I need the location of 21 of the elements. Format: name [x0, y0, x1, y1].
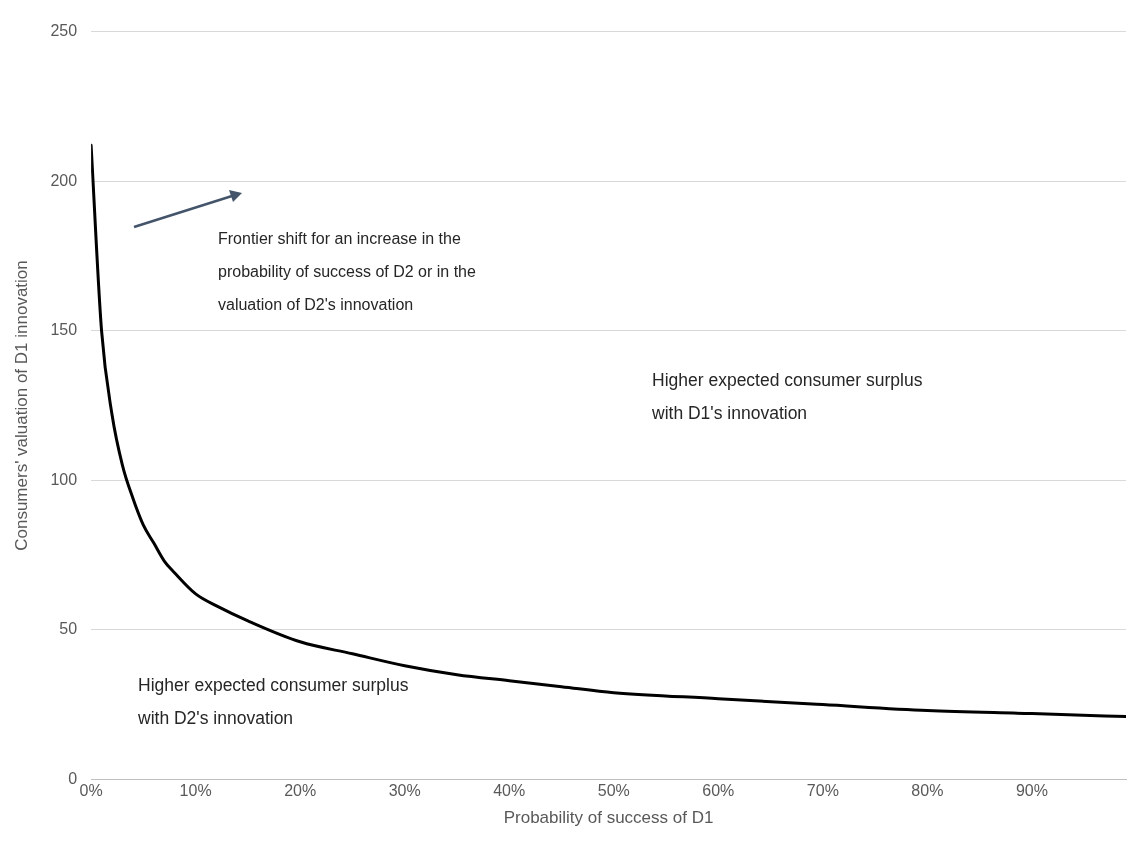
x-tick-label: 20% [284, 782, 317, 800]
x-tick-label: 70% [806, 782, 839, 800]
y-tick-label: 250 [50, 22, 78, 40]
y-tick-label: 100 [50, 470, 78, 488]
annotation: Higher expected consumer surplus with D2's innovation [138, 674, 410, 730]
x-tick-label: 80% [911, 782, 944, 800]
x-tick-label: 10% [179, 782, 212, 800]
y-axis-title: Consumers' valuation of D1 innovation [11, 260, 31, 551]
annotation: Higher expected consumer surplus with D1's innovation [652, 369, 924, 425]
annotation: Frontier shift for an increase in the probability of success of D2 or in the valuation of D2's innovation [218, 229, 477, 315]
y-tick-label: 150 [50, 321, 78, 339]
y-tick-label: 200 [50, 171, 78, 189]
x-tick-label: 30% [388, 782, 421, 800]
y-tick-label: 50 [59, 620, 78, 638]
x-axis-title: Probability of success of D1 [503, 808, 714, 828]
x-tick-label: 0% [79, 782, 103, 800]
x-tick-label: 40% [493, 782, 526, 800]
x-tick-label: 90% [1015, 782, 1048, 800]
y-tick-label: 0 [68, 769, 78, 787]
x-tick-label: 60% [702, 782, 735, 800]
x-tick-label: 50% [597, 782, 630, 800]
